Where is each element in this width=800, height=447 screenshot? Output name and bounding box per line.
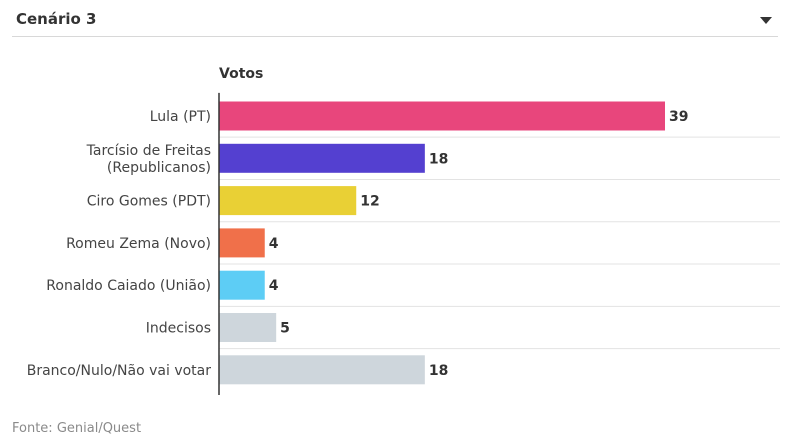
data-label: 12: [360, 194, 379, 210]
data-label: 5: [280, 321, 290, 337]
scenario-dropdown[interactable]: Cenário 3: [12, 8, 778, 37]
category-label: (Republicanos): [107, 160, 211, 176]
category-label: Ciro Gomes (PDT): [87, 194, 211, 210]
category-label: Lula (PT): [150, 109, 211, 125]
category-label: Indecisos: [146, 321, 211, 337]
bar: [219, 355, 425, 385]
data-label: 4: [269, 278, 279, 294]
source-note: Fonte: Genial/Quest: [12, 421, 142, 436]
data-label: 18: [429, 151, 448, 167]
category-label: Romeu Zema (Novo): [66, 236, 211, 252]
data-label: 4: [269, 236, 279, 252]
category-label: Ronaldo Caiado (União): [46, 278, 211, 294]
y-axis-label: Votos: [219, 66, 263, 82]
chevron-down-icon[interactable]: [760, 17, 772, 24]
category-label: Tarcísio de Freitas: [86, 143, 211, 159]
data-label: 18: [429, 363, 448, 379]
bar: [219, 186, 357, 216]
bar: [219, 143, 425, 173]
scenario-title: Cenário 3: [16, 10, 97, 28]
bar: [219, 313, 277, 342]
bar: [219, 101, 665, 131]
bar: [219, 270, 265, 300]
bar: [219, 228, 265, 258]
data-label: 39: [669, 109, 688, 125]
category-label: Branco/Nulo/Não vai votar: [27, 363, 212, 379]
bar-chart: Votos 39 Lula (PT) 18 Tarcísio de Freitas(Re…: [27, 66, 780, 395]
